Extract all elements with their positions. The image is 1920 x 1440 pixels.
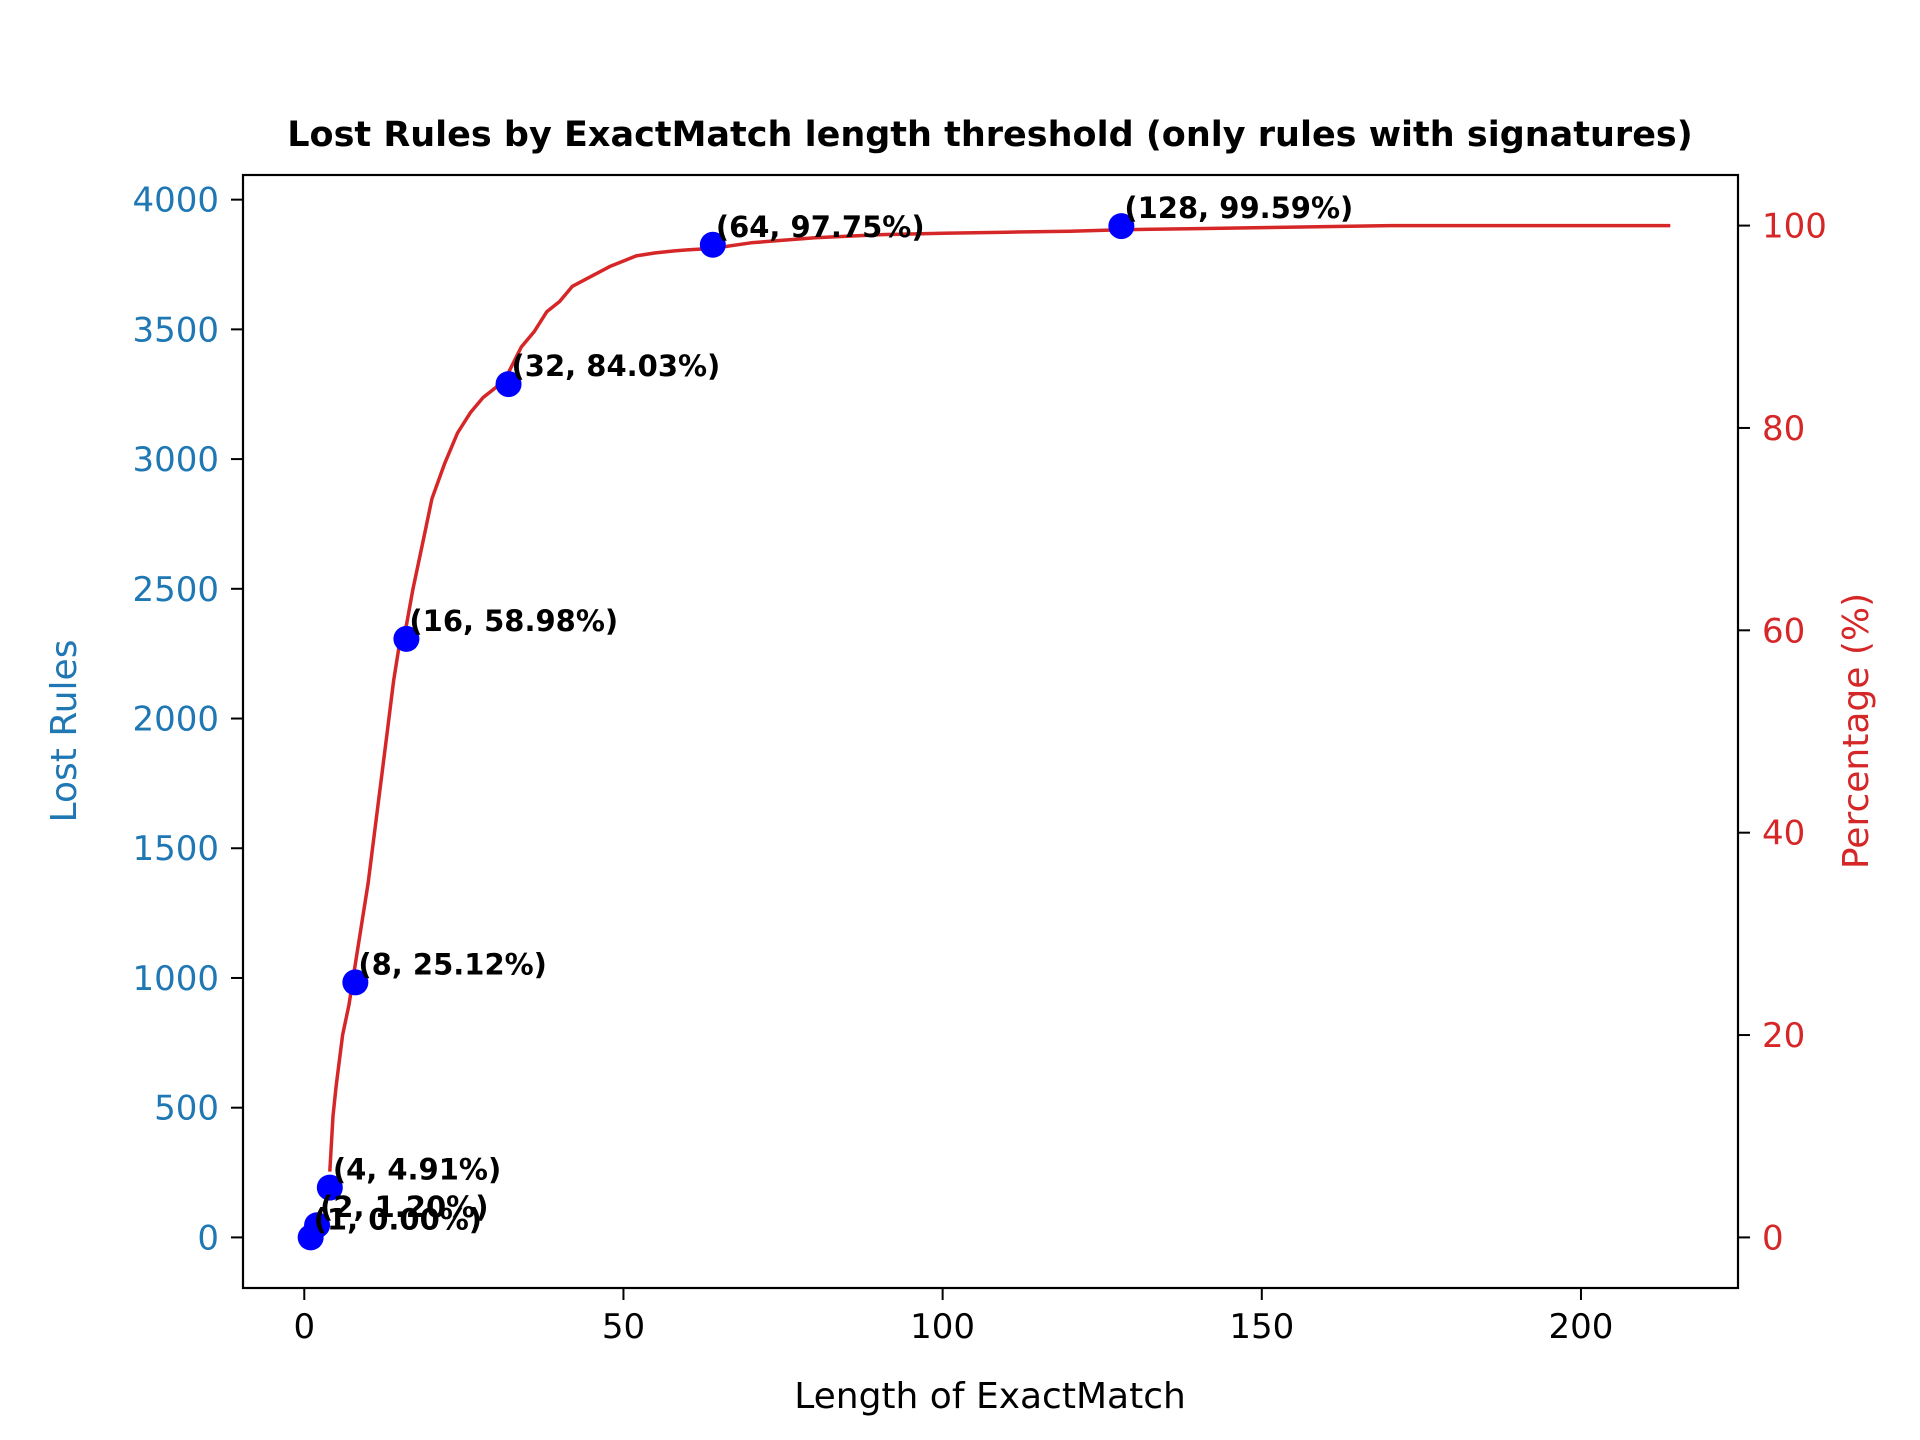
data-point-marker	[342, 969, 369, 996]
y-axis-right-label: Percentage (%)	[1836, 593, 1877, 869]
data-point-annotation: (8, 25.12%)	[358, 947, 547, 981]
y-left-tick-label: 1000	[132, 959, 219, 999]
data-point-annotation: (64, 97.75%)	[716, 210, 925, 244]
data-point-marker	[316, 1174, 343, 1201]
x-tick-label: 200	[1549, 1307, 1614, 1347]
y-left-tick-label: 0	[197, 1218, 219, 1258]
data-point-marker	[393, 625, 420, 652]
y-right-tick-label: 100	[1762, 207, 1827, 247]
y-right-tick-label: 20	[1762, 1016, 1805, 1056]
x-axis-label: Length of ExactMatch	[794, 1376, 1186, 1417]
data-point-annotation: (2, 1.20%)	[320, 1190, 488, 1224]
y-left-tick-label: 2500	[132, 570, 219, 610]
y-right-tick-label: 0	[1762, 1218, 1784, 1258]
percentage-series	[328, 223, 1671, 1172]
data-point-annotation: (4, 4.91%)	[333, 1153, 501, 1187]
plot-frame	[241, 173, 1740, 1290]
y-left-tick-label: 500	[154, 1089, 219, 1129]
annotations: (1, 0.00%)(2, 1.20%)(4, 4.91%) (8, 25.12%…	[314, 191, 1354, 1236]
y-left-tick-label: 3000	[132, 440, 219, 480]
y-axis-left: 0 500 1000 1500 2000 2500 3000 3500 4000	[132, 181, 243, 1258]
data-point-marker	[699, 231, 726, 258]
y-left-tick-label: 4000	[132, 181, 219, 221]
percentage-line	[328, 223, 1671, 1172]
data-point-annotation: (1, 0.00%)	[314, 1202, 482, 1236]
data-point-annotation: (32, 84.03%)	[512, 349, 721, 383]
x-tick-label: 150	[1229, 1307, 1294, 1347]
lost-rules-series	[297, 213, 1135, 1251]
plot-area-border	[241, 173, 1740, 1290]
data-point-annotation: (16, 58.98%)	[409, 604, 618, 638]
data-point-marker	[1108, 213, 1135, 240]
y-right-tick-label: 40	[1762, 814, 1805, 854]
data-point-annotation: (128, 99.59%)	[1124, 191, 1353, 225]
data-point-marker	[495, 371, 522, 398]
y-axis-right: 0 20 40 60 80 100	[1738, 207, 1827, 1258]
y-left-tick-label: 2000	[132, 700, 219, 740]
x-axis: 0 50 100 150 200	[293, 1288, 1613, 1347]
y-right-tick-label: 60	[1762, 611, 1805, 651]
chart-title: Lost Rules by ExactMatch length threshol…	[287, 115, 1693, 155]
x-tick-label: 100	[910, 1307, 975, 1347]
data-point-marker	[304, 1212, 331, 1239]
y-left-tick-label: 3500	[132, 310, 219, 350]
x-tick-label: 0	[293, 1307, 315, 1347]
y-left-tick-label: 1500	[132, 829, 219, 869]
y-right-tick-label: 80	[1762, 409, 1805, 449]
x-tick-label: 50	[602, 1307, 645, 1347]
y-axis-left-label: Lost Rules	[44, 640, 85, 823]
